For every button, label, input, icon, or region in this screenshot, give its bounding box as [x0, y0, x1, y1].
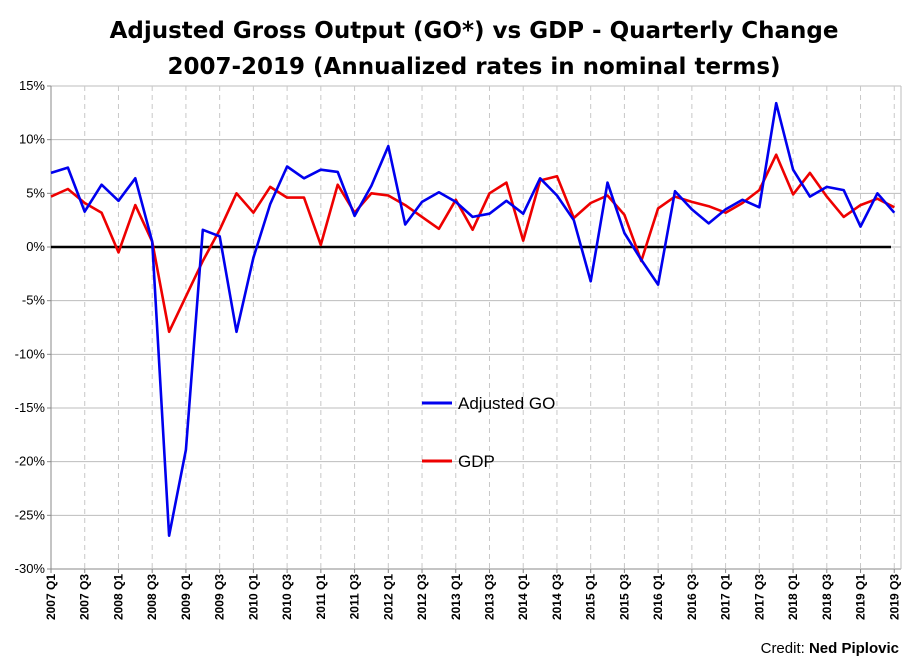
chart-title: Adjusted Gross Output (GO*) vs GDP - Qua…: [110, 18, 839, 44]
y-tick-label: -15%: [15, 400, 46, 415]
x-tick-label: 2014 Q3: [550, 574, 564, 620]
x-tick-label: 2017 Q1: [719, 574, 733, 620]
x-tick-label: 2016 Q1: [651, 574, 665, 620]
y-tick-label: 10%: [19, 132, 45, 147]
y-axis-ticks: -30% -25% -20% -15% -10% -5% 0% 5% 10% 15%: [15, 78, 46, 576]
credit-line: Credit: Ned Piplovic: [761, 640, 899, 657]
y-tick-label: -25%: [15, 507, 46, 522]
x-tick-label: 2013 Q1: [449, 574, 463, 620]
y-tick-label: 0%: [26, 239, 45, 254]
x-tick-label: 2008 Q1: [111, 574, 125, 620]
x-tick-label: 2010 Q1: [246, 574, 260, 620]
x-tick-label: 2009 Q1: [179, 574, 193, 620]
credit-author: Ned Piplovic: [809, 640, 899, 657]
x-tick-label: 2018 Q3: [820, 574, 834, 620]
y-tick-label: -10%: [15, 346, 46, 361]
x-tick-label: 2009 Q3: [213, 574, 227, 620]
x-tick-label: 2007 Q3: [78, 574, 92, 620]
x-tick-label: 2012 Q1: [381, 574, 395, 620]
legend-label-adjusted-go: Adjusted GO: [458, 394, 555, 413]
chart-subtitle: 2007-2019 (Annualized rates in nominal t…: [167, 54, 780, 80]
x-tick-label: 2018 Q1: [786, 574, 800, 620]
y-tick-label: -30%: [15, 561, 46, 576]
y-tick-label: 5%: [26, 185, 45, 200]
x-tick-label: 2008 Q3: [145, 574, 159, 620]
x-tick-label: 2012 Q3: [415, 574, 429, 620]
series-lines: [50, 101, 896, 538]
legend-label-gdp: GDP: [458, 452, 495, 471]
y-tick-label: -20%: [15, 454, 46, 469]
series-line-adjusted-go: [50, 101, 896, 538]
credit-prefix: Credit:: [761, 640, 805, 657]
x-axis-ticks: 2007 Q1 2007 Q3 2008 Q1 2008 Q3 2009 Q1 2009 …: [44, 574, 901, 620]
legend: Adjusted GO GDP: [422, 394, 555, 471]
x-tick-label: 2015 Q3: [617, 574, 631, 620]
axes: [47, 85, 902, 573]
x-tick-label: 2015 Q1: [584, 574, 598, 620]
x-tick-label: 2013 Q3: [482, 574, 496, 620]
series-line-gdp: [50, 153, 895, 334]
x-tick-label: 2019 Q1: [854, 574, 868, 620]
x-tick-label: 2010 Q3: [280, 574, 294, 620]
x-tick-label: 2017 Q3: [752, 574, 766, 620]
x-tick-label: 2019 Q3: [887, 574, 901, 620]
y-tick-label: -5%: [22, 293, 46, 308]
y-tick-label: 15%: [19, 78, 45, 93]
x-tick-label: 2014 Q1: [516, 574, 530, 620]
x-tick-label: 2011 Q1: [314, 574, 328, 620]
x-tick-label: 2016 Q3: [685, 574, 699, 620]
x-tick-label: 2007 Q1: [44, 574, 58, 620]
x-tick-label: 2011 Q3: [348, 574, 362, 620]
